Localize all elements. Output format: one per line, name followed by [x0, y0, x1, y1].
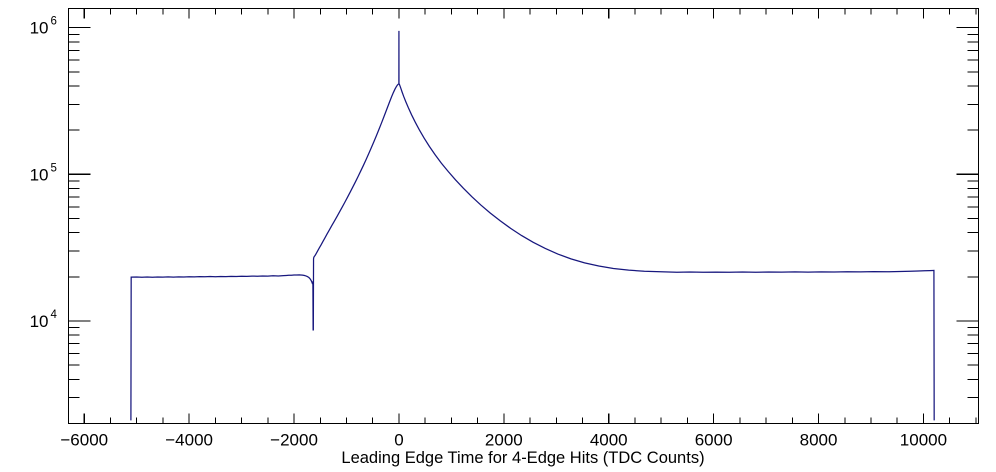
- svg-text:10: 10: [30, 19, 49, 38]
- svg-text:4: 4: [51, 309, 58, 321]
- y-tick-label: 10 6: [30, 16, 57, 38]
- x-tick-label: −6000: [60, 431, 108, 450]
- x-tick-label: 10000: [900, 431, 947, 450]
- x-tick-label: −2000: [270, 431, 318, 450]
- x-tick-label: 0: [394, 431, 403, 450]
- x-axis-title: Leading Edge Time for 4-Edge Hits (TDC C…: [341, 449, 704, 467]
- x-tick-label: 8000: [800, 431, 838, 450]
- x-tick-label: −4000: [165, 431, 213, 450]
- x-tick-label: 4000: [590, 431, 628, 450]
- x-tick-label: 2000: [485, 431, 523, 450]
- x-axis-ticks: [83, 8, 977, 424]
- svg-text:5: 5: [51, 162, 57, 174]
- y-axis-ticks: [68, 27, 979, 424]
- x-axis-tick-labels: −6000 −4000 −2000 0 2000 4000 6000 8000 10000: [60, 431, 947, 450]
- y-tick-label: 10 4: [30, 309, 58, 331]
- svg-text:10: 10: [30, 312, 49, 331]
- histogram-trace: [130, 30, 935, 421]
- data-series-leading-edge-time: [130, 30, 935, 421]
- x-tick-label: 6000: [695, 431, 733, 450]
- plot-frame: [67, 7, 980, 425]
- svg-text:6: 6: [51, 16, 57, 28]
- y-tick-label: 10 5: [30, 162, 57, 184]
- svg-text:10: 10: [30, 165, 49, 184]
